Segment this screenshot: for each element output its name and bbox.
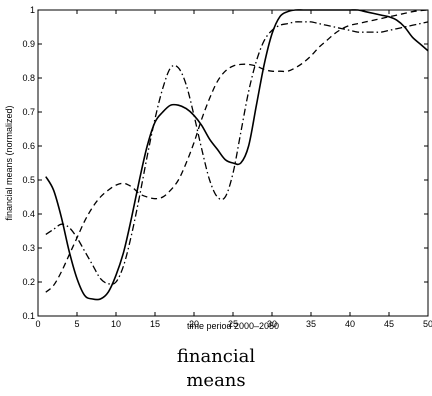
series-line-dashdot [45,21,429,285]
y-tick-label: 0.4 [22,209,35,219]
x-tick-label: 5 [74,319,79,329]
series-line-solid [45,9,429,301]
x-tick-label: 25 [228,319,238,329]
x-tick-label: 30 [267,319,277,329]
y-tick-label: 0.6 [22,141,35,151]
series-lines [45,9,429,301]
x-tick-label: 0 [35,319,40,329]
caption-line-1: financial [176,346,256,367]
caption-line-2: means [186,370,246,391]
y-tick-label: 0.1 [22,311,35,321]
y-tick-label: 0.5 [22,175,35,185]
y-tick-label: 0.2 [22,277,35,287]
x-axis-label: time period 2000–2050 [187,321,279,331]
line-chart: 0 5 10 15 20 25 30 35 40 45 50 0.10.20.30.40.50.60… [4,5,432,331]
x-tick-label: 15 [150,319,160,329]
x-axis-ticks: 0 5 10 15 20 25 30 35 40 45 50 [35,10,432,329]
y-axis-ticks: 0.1 0.2 0.3 0.4 0.5 0.6 0.7 0.8 0.9 1 [22,5,428,321]
y-tick-label: 0.3 [22,243,35,253]
x-tick-label: 45 [384,319,394,329]
x-tick-label: 20 [189,319,199,329]
y-tick-label: 0.9 [22,39,35,49]
x-tick-label: 50 [423,319,432,329]
x-tick-label: 35 [306,319,316,329]
series-line-dashed [45,9,429,293]
y-tick-label: 1 [30,5,35,15]
x-tick-label: 10 [111,319,121,329]
y-axis-label: financial means (normalized) [4,105,14,220]
x-tick-label: 40 [345,319,355,329]
y-tick-label: 0.8 [22,73,35,83]
y-tick-label: 0.7 [22,107,35,117]
